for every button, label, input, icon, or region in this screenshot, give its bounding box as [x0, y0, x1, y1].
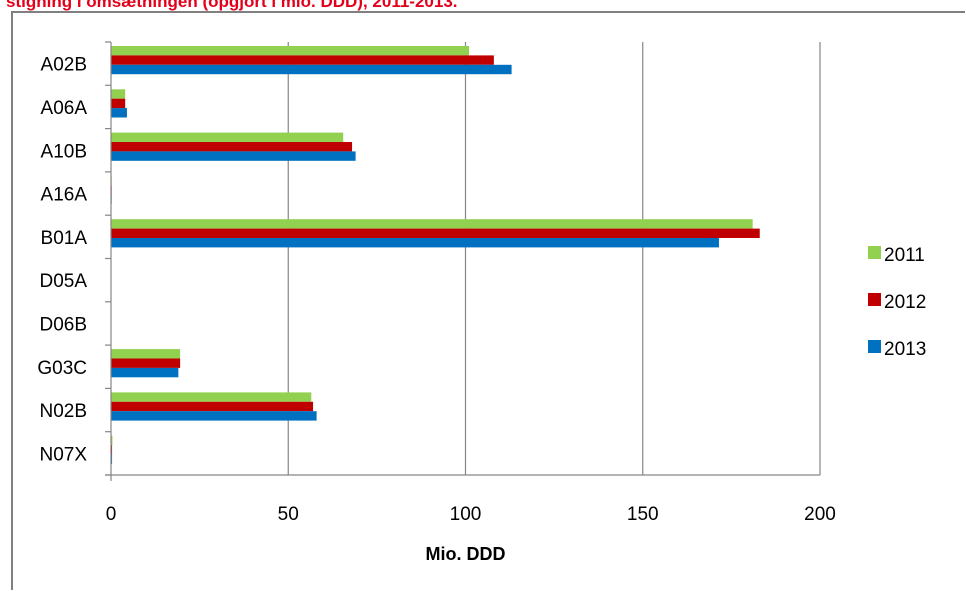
x-tick-label-100: 100 — [450, 504, 482, 525]
bar-n07x-2011 — [111, 435, 113, 446]
x-tick-labels: 0 50 100 150 200 — [106, 504, 836, 525]
bar-g03c-2012 — [111, 358, 181, 368]
bars — [111, 46, 760, 464]
bar-a02b-2013 — [111, 64, 512, 75]
category-label-d05a: D05A — [39, 271, 87, 292]
bar-b01a-2012 — [111, 228, 760, 238]
category-label-g03c: G03C — [37, 358, 87, 379]
bar-a06a-2011 — [111, 89, 126, 99]
category-label-b01a: B01A — [41, 228, 88, 249]
legend: 2011 2012 2013 — [868, 245, 926, 360]
legend-swatch-2013 — [868, 340, 881, 353]
bar-b01a-2011 — [111, 219, 753, 229]
legend-label-2013: 2013 — [884, 339, 926, 360]
x-tick-label-0: 0 — [106, 504, 117, 525]
bar-a02b-2012 — [111, 55, 494, 65]
bar-a06a-2013 — [111, 108, 127, 118]
chart-title: stigning i omsætningen (opgjort i mio. D… — [6, 0, 458, 11]
bar-a02b-2011 — [111, 46, 470, 56]
bar-a06a-2012 — [111, 98, 126, 109]
legend-label-2011: 2011 — [884, 245, 925, 266]
gridlines — [287, 42, 821, 475]
bar-g03c-2011 — [111, 349, 181, 359]
bar-n02b-2013 — [111, 411, 317, 421]
bar-a10b-2011 — [111, 132, 344, 142]
x-tick-label-200: 200 — [804, 504, 836, 525]
category-label-d06b: D06B — [39, 314, 87, 335]
bar-g03c-2013 — [111, 367, 179, 378]
x-tick-label-150: 150 — [627, 504, 659, 525]
axes — [105, 41, 820, 481]
category-label-n07x: N07X — [39, 444, 87, 465]
category-label-a02b: A02B — [41, 55, 87, 76]
x-tick-label-50: 50 — [278, 504, 299, 525]
legend-label-2012: 2012 — [884, 292, 926, 313]
category-label-a16a: A16A — [41, 185, 88, 206]
category-label-a10b: A10B — [41, 141, 87, 162]
bar-b01a-2013 — [111, 238, 719, 248]
chart-frame — [11, 11, 965, 590]
bar-a10b-2012 — [111, 142, 353, 152]
bar-a10b-2013 — [111, 151, 356, 161]
legend-swatch-2011 — [868, 246, 881, 259]
legend-swatch-2012 — [868, 293, 881, 306]
bar-n02b-2011 — [111, 392, 312, 402]
category-label-n02b: N02B — [39, 401, 87, 422]
bar-n02b-2012 — [111, 401, 314, 412]
category-label-a06a: A06A — [41, 98, 88, 119]
category-labels: A02B A06A A10B A16A B01A D05A D06B G03C N02B N07X — [37, 55, 87, 466]
x-axis-title: Mio. DDD — [426, 544, 506, 564]
